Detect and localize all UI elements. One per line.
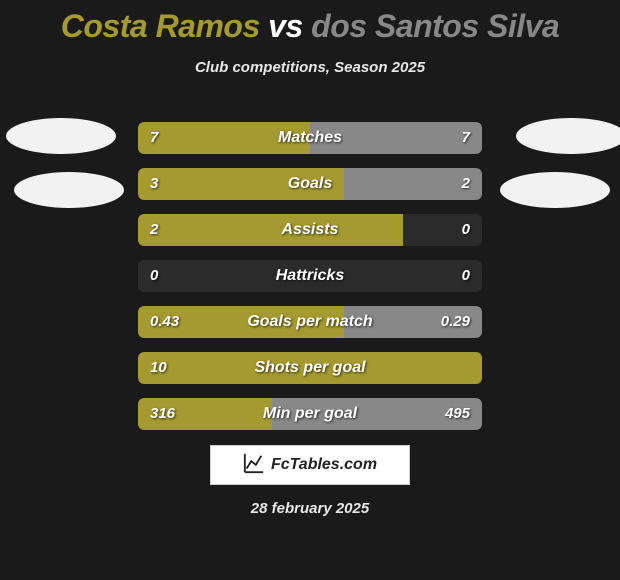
stat-row: 10Shots per goal <box>138 352 482 384</box>
stat-label: Goals per match <box>138 306 482 338</box>
stat-label: Shots per goal <box>138 352 482 384</box>
player2-name: dos Santos Silva <box>311 8 559 44</box>
avatar-placeholder-right-1 <box>516 118 620 154</box>
logo-box: FcTables.com <box>210 445 410 485</box>
stat-label: Goals <box>138 168 482 200</box>
stat-row: 20Assists <box>138 214 482 246</box>
stat-row: 316495Min per goal <box>138 398 482 430</box>
stat-label: Assists <box>138 214 482 246</box>
stat-label: Matches <box>138 122 482 154</box>
stat-row: 00Hattricks <box>138 260 482 292</box>
stat-label: Hattricks <box>138 260 482 292</box>
avatar-placeholder-right-2 <box>500 172 610 208</box>
subtitle: Club competitions, Season 2025 <box>0 59 620 76</box>
comparison-bars: 77Matches 32Goals 20Assists 00Hattricks 0.43… <box>138 122 482 444</box>
stat-row: 32Goals <box>138 168 482 200</box>
stat-row: 0.430.29Goals per match <box>138 306 482 338</box>
logo-chart-icon <box>243 452 265 479</box>
date-text: 28 february 2025 <box>0 500 620 517</box>
vs-text: vs <box>268 8 303 44</box>
player1-name: Costa Ramos <box>61 8 260 44</box>
avatar-placeholder-left-1 <box>6 118 116 154</box>
stat-label: Min per goal <box>138 398 482 430</box>
avatar-placeholder-left-2 <box>14 172 124 208</box>
stat-row: 77Matches <box>138 122 482 154</box>
logo-text: FcTables.com <box>271 456 377 474</box>
page-title: Costa Ramos vs dos Santos Silva <box>0 0 620 45</box>
